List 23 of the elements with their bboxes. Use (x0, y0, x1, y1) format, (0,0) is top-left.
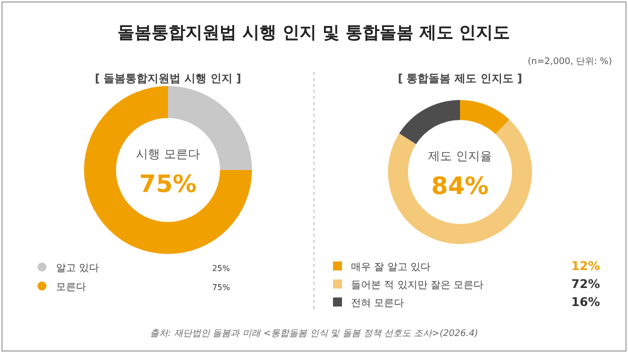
text: 제도 인지율 (428, 149, 492, 163)
legend-label: 들어본 적 있지만 잘은 모른다 (351, 280, 484, 291)
data-label: 75% (212, 283, 230, 292)
data-label: 12% (571, 259, 600, 273)
text: 84% (431, 172, 489, 200)
legend-label: 전혀 모른다 (351, 298, 404, 309)
legend-label: 모른다 (56, 282, 86, 293)
source-note: 출처: 재단법인 돌봄과 미래 <통합돌봄 인식 및 돌봄 정책 선호도 조사>(2026.4) (150, 329, 478, 339)
data-label: 25% (212, 264, 230, 273)
text: 시행 모른다 (136, 147, 200, 161)
legend-label: 매우 잘 알고 있다 (351, 262, 431, 273)
data-label: 72% (571, 277, 600, 291)
legend-label: 알고 있다 (56, 263, 100, 274)
donut-slice (399, 100, 460, 144)
donut-slice (388, 120, 532, 244)
donut-slice (84, 86, 252, 254)
chart-subtitle: [ 돌봄통합지원법 시행 인지 ] (94, 72, 242, 85)
text: 75% (139, 170, 197, 198)
text: 돌봄통합지원법 시행 인지 및 통합돌봄 제도 인지도 (118, 23, 510, 43)
text: (n=2,000, 단위: %) (528, 57, 612, 67)
data-label: 16% (571, 295, 600, 309)
chart-subtitle: [ 통합돌봄 제도 인지도 ] (398, 72, 522, 85)
donut-slice (460, 100, 510, 134)
